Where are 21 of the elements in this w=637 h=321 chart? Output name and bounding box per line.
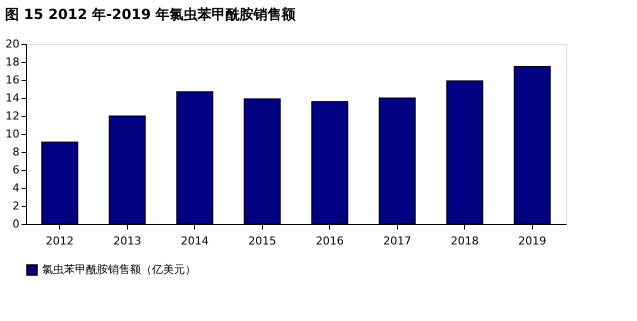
y-tick-label: 4: [12, 182, 20, 194]
x-tick-label: 2014: [180, 234, 209, 248]
y-tick-label: 2: [12, 200, 20, 212]
y-tick-label: 12: [6, 110, 20, 122]
y-tick-label: 14: [6, 92, 20, 104]
x-tick-label: 2019: [518, 234, 546, 248]
y-tick-label: 20: [6, 38, 20, 50]
chart-title: 图 15 2012 年-2019 年氯虫苯甲酰胺销售额: [5, 6, 297, 23]
y-tick-label: 6: [12, 164, 20, 176]
y-tick-label: 10: [6, 128, 20, 140]
y-tick-label: 16: [6, 74, 20, 86]
x-tick-label: 2016: [316, 234, 344, 248]
x-tick-label: 2012: [46, 234, 74, 248]
x-tick-label: 2018: [450, 234, 479, 248]
x-tick-label: 2013: [113, 234, 142, 248]
x-tick-label: 2015: [248, 234, 276, 248]
y-tick-label: 18: [6, 56, 20, 68]
legend-label: 氯虫苯甲酰胺销售额（亿美元）: [42, 263, 196, 276]
y-tick-label: 8: [12, 146, 20, 158]
y-tick-label: 0: [12, 218, 20, 230]
x-tick-label: 2017: [383, 234, 412, 248]
